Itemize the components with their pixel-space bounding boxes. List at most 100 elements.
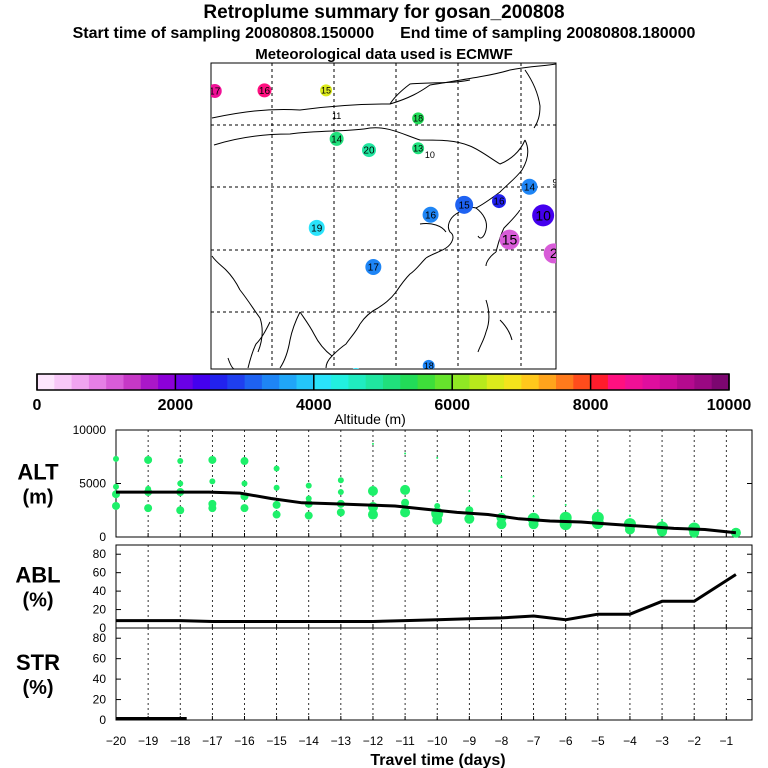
colorbar-swatch [244,374,263,390]
x-tick-label: −11 [395,734,415,748]
map-marker: 18 [412,112,425,125]
abl-frame [115,544,753,629]
colorbar-tick-label: 4000 [296,397,332,414]
x-tick-label: −5 [591,734,605,748]
map-marker-dot [619,390,631,402]
alt-cluster-point [208,504,217,513]
map-marker-dot [329,131,344,146]
colorbar-swatch [434,374,453,390]
alt-cluster-point [436,456,439,459]
colorbar-swatch [469,374,488,390]
map-marker-dot [422,206,439,223]
alt-cluster-point [144,455,153,464]
map-marker: 10 [532,204,555,227]
x-tick-label: −12 [363,734,384,748]
map-marker: 20 [352,368,360,369]
map-marker-dot [422,359,435,369]
colorbar-swatch [261,374,280,390]
str-y-tick-label: 60 [93,652,107,666]
map-marker-label: 14 [331,134,343,145]
colorbar-swatch [677,374,695,390]
alt-cluster-point [305,495,312,502]
alt-cluster-point [468,489,471,492]
start-time-label: Start time of sampling 20080808.150000 [72,25,375,42]
map-marker-dot [560,282,572,294]
map-marker-label: 10 [620,392,630,402]
alt-panel-unit: (m) [22,487,53,509]
colorbar-swatch [590,374,609,390]
map-marker: 6 [568,234,592,258]
alt-cluster-point [176,506,185,515]
map-marker: 11 [332,111,341,121]
map-marker-label: 4 [643,259,651,275]
abl-line [116,573,737,623]
alt-cluster-point [371,442,374,445]
alt-cluster-point [564,503,567,506]
alt-cluster-point [401,498,410,507]
map-marker-dot [211,83,222,98]
map-marker: 7 [604,267,626,289]
map-marker-dot [361,143,376,158]
map-marker-label: 8 [642,307,648,318]
map-marker-label: 15 [321,86,331,96]
alt-cluster-point [337,489,344,496]
map-marker-label: 16 [259,86,271,97]
colorbar-swatch [642,374,661,390]
map-marker: 17 [365,259,382,276]
map-marker-dot [604,267,626,289]
x-tick-label: −13 [331,734,352,748]
map-marker-label: 15 [459,200,471,211]
alt-cluster-point [240,457,249,466]
colorbar-swatch [711,374,730,390]
alt-cluster-point [177,480,184,487]
colorbar-tick-label: 2000 [158,397,194,414]
map-marker: 16 [491,194,506,209]
colorbar-swatch [659,374,678,390]
map-marker-label: 12 [563,139,579,155]
map-marker: 3 [620,278,640,298]
colorbar-swatch [140,374,159,390]
colorbar-tick-label: 8000 [573,397,609,414]
map-marker-dot [365,259,382,276]
map-marker-dot [491,194,506,209]
map-marker: 14 [581,326,593,338]
alt-cluster-point [528,519,539,530]
colorbar-swatch [296,374,315,390]
abl-y-tick-label: 80 [93,547,107,561]
time-series-panels: 0500010000ALT(m)020406080ABL(%)020406080… [15,423,753,768]
abl-y-tick-label: 60 [93,566,107,580]
figure-title: Retroplume summary for gosan_200808 [203,2,565,23]
colorbar-swatch [417,374,436,390]
alt-cluster-point [500,476,503,479]
map-frame [210,62,557,370]
map-marker-label: 1 [620,245,628,261]
map-marker-label: 17 [368,263,380,274]
alt-cluster-point [596,509,599,512]
map-marker-dot [588,362,600,374]
map-marker-label: 14 [582,327,592,337]
alt-cluster-point [532,495,535,498]
colorbar-swatch [486,374,505,390]
abl-y-tick-label: 40 [93,584,107,598]
alt-cluster-point [208,455,217,464]
map-marker-label: 13 [561,283,571,293]
x-tick-label: −10 [427,734,448,748]
map-marker-dot [610,239,638,267]
x-tick-label: −4 [623,734,637,748]
alt-cluster-point [177,458,184,465]
map-marker-label: 11 [332,111,341,121]
colorbar-swatch [521,374,540,390]
alt-panel: 0 5000 10000 ALT(m) [17,423,753,544]
colorbar-swatch [331,374,349,390]
colorbar-swatch [625,374,643,390]
map-marker: 19 [591,185,605,199]
map-marker: 14 [329,131,344,146]
map-marker-label: 13 [413,143,423,153]
map-marker: 12 [560,136,582,158]
alt-panel-label: ALT [17,460,59,485]
x-tick-label: −6 [559,734,573,748]
map-marker: 9 [588,362,600,374]
alt-cluster-point [404,452,407,455]
alt-cluster-point [400,484,411,495]
map-marker: 11 [637,419,649,431]
